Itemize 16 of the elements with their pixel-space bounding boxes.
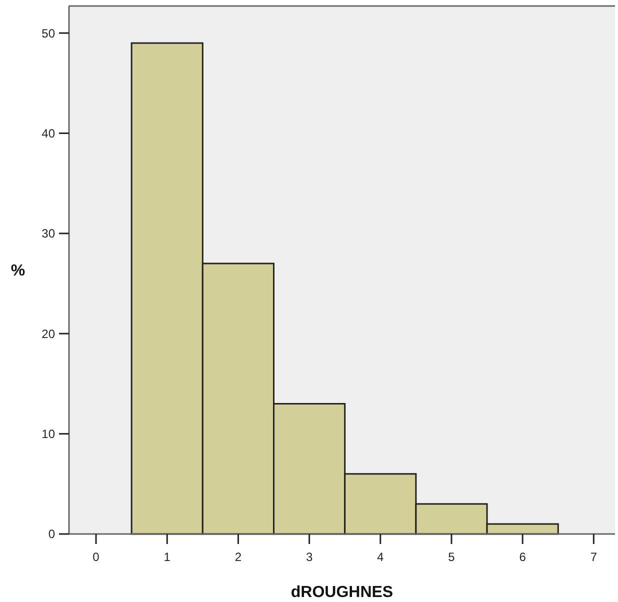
x-tick-label: 0	[92, 550, 100, 564]
x-tick-label: 2	[234, 550, 242, 564]
y-axis-title: %	[10, 262, 26, 280]
x-tick-label: 5	[448, 550, 456, 564]
y-tick-label: 30	[42, 226, 56, 241]
x-tick-label: 4	[377, 550, 384, 564]
y-tick-label: 10	[42, 427, 56, 442]
y-tick-label: 40	[42, 126, 56, 140]
y-tick-label: 0	[48, 527, 56, 542]
x-tick-label: 3	[306, 550, 313, 564]
x-tick-label: 6	[519, 550, 526, 564]
x-tick-label: 1	[164, 550, 171, 564]
x-axis-title: dROUGHNES	[290, 584, 394, 601]
y-tick-label: 50	[42, 26, 56, 40]
y-tick-label: 20	[42, 326, 56, 341]
x-tick-label: 7	[590, 550, 598, 564]
